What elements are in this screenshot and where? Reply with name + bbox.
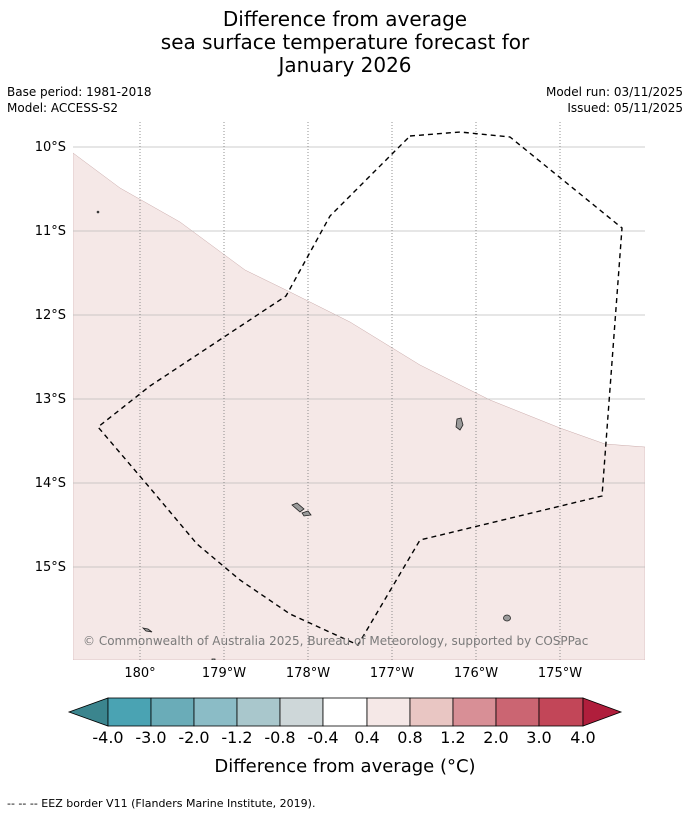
lon-label-180: 180° <box>124 666 155 681</box>
lat-label-15s: 15°S <box>35 560 66 575</box>
island-south-edge <box>211 658 216 660</box>
title-line-1: Difference from average <box>222 7 468 31</box>
island-small-east <box>503 614 511 622</box>
cb-tick-10: 3.0 <box>526 728 551 747</box>
lat-label-11s: 11°S <box>35 224 66 239</box>
cb-tick-9: 2.0 <box>483 728 508 747</box>
map-area: © Commonwealth of Australia 2025, Bureau… <box>73 122 645 660</box>
island-tiny <box>96 210 100 214</box>
colorbar-segment-2 <box>150 697 195 727</box>
latitude-gridlines <box>73 146 645 568</box>
islands <box>96 210 511 660</box>
colorbar-segment-9 <box>452 697 497 727</box>
cb-tick-8: 1.2 <box>440 728 465 747</box>
colorbar-ticks: -4.0 -3.0 -2.0 -1.2 -0.8 -0.4 0.4 0.8 1.… <box>92 728 595 747</box>
title-line-2: sea surface temperature forecast for <box>160 30 530 54</box>
lon-label-179w: 179°W <box>202 666 246 681</box>
island-niuafoou <box>455 417 464 431</box>
cb-tick-2: -2.0 <box>178 728 209 747</box>
lat-label-13s: 13°S <box>35 392 66 407</box>
copyright-notice: © Commonwealth of Australia 2025, Bureau… <box>83 634 588 648</box>
lat-label-10s: 10°S <box>35 140 66 155</box>
island-wallis-a <box>291 502 305 513</box>
colorbar-segment-12 <box>582 697 623 727</box>
lon-label-176w: 176°W <box>454 666 498 681</box>
colorbar-segment-7 <box>366 697 411 727</box>
eez-legend-note: -- -- -- EEZ border V11 (Flanders Marine… <box>7 797 316 810</box>
model-name: Model: ACCESS-S2 <box>7 101 119 115</box>
cb-tick-11: 4.0 <box>570 728 595 747</box>
lon-label-177w: 177°W <box>370 666 414 681</box>
eez-border <box>96 131 623 646</box>
cb-tick-7: 0.8 <box>397 728 422 747</box>
colorbar-label: Difference from average (°C) <box>214 756 475 777</box>
island-wallis-b <box>301 510 312 517</box>
cb-tick-1: -3.0 <box>135 728 166 747</box>
anomaly-region <box>73 152 645 660</box>
lat-label-12s: 12°S <box>35 308 66 323</box>
latitude-labels: 10°S 11°S 12°S 13°S 14°S 15°S <box>35 140 66 575</box>
colorbar-segment-10 <box>495 697 540 727</box>
colorbar-segment-11 <box>538 697 584 727</box>
lat-label-14s: 14°S <box>35 476 66 491</box>
colorbar-segment-3 <box>193 697 238 727</box>
meta-left: Base period: 1981-2018 Model: ACCESS-S2 <box>7 84 152 116</box>
cb-tick-4: -0.8 <box>264 728 295 747</box>
map-title: Difference from average sea surface temp… <box>0 8 690 77</box>
cb-tick-3: -1.2 <box>221 728 252 747</box>
longitude-labels: 180° 179°W 178°W 177°W 176°W 175°W <box>124 666 582 681</box>
model-run: Model run: 03/11/2025 <box>545 85 683 99</box>
title-line-3: January 2026 <box>278 53 412 77</box>
base-period: Base period: 1981-2018 <box>7 85 152 99</box>
colorbar-segment-1 <box>107 697 152 727</box>
meta-right: Model run: 03/11/2025 Issued: 05/11/2025 <box>546 84 683 116</box>
colorbar-segment-0 <box>67 697 109 727</box>
issued-date: Issued: 05/11/2025 <box>567 101 683 115</box>
colorbar-segment-8 <box>409 697 454 727</box>
lon-label-178w: 178°W <box>286 666 330 681</box>
colorbar-segment-4 <box>236 697 281 727</box>
cb-tick-5: -0.4 <box>307 728 338 747</box>
lon-label-175w: 175°W <box>538 666 582 681</box>
colorbar-segment-5 <box>279 697 324 727</box>
island-southwest <box>141 627 153 633</box>
cb-tick-6: 0.4 <box>354 728 379 747</box>
colorbar <box>67 697 623 727</box>
cb-tick-0: -4.0 <box>92 728 123 747</box>
colorbar-segment-6 <box>322 697 368 727</box>
